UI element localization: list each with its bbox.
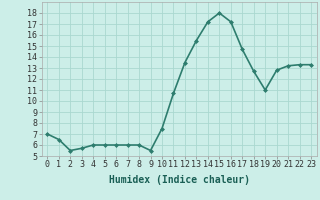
X-axis label: Humidex (Indice chaleur): Humidex (Indice chaleur) xyxy=(109,175,250,185)
